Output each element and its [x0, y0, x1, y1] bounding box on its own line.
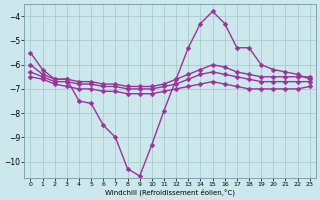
- X-axis label: Windchill (Refroidissement éolien,°C): Windchill (Refroidissement éolien,°C): [105, 188, 235, 196]
